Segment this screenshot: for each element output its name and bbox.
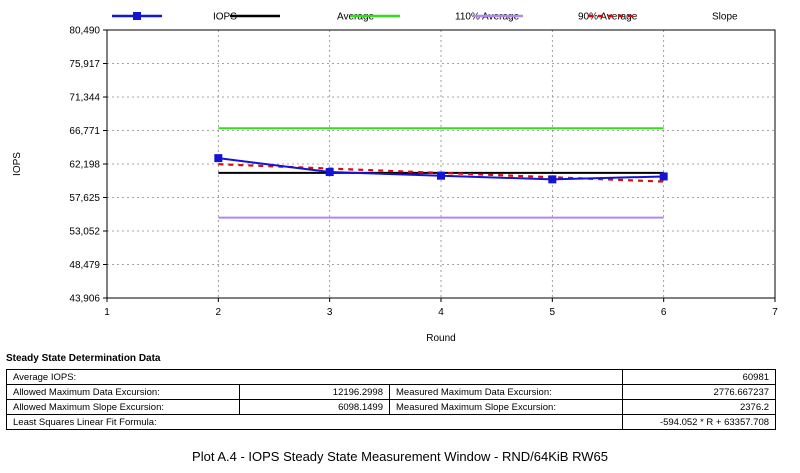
x-tick-label: 6 xyxy=(661,307,667,318)
legend-marker xyxy=(133,12,141,20)
data-point xyxy=(437,171,445,180)
data-point xyxy=(214,154,223,163)
linear-fit-label: Least Squares Linear Fit Formula: xyxy=(5,414,624,430)
allowed-slope-excursion-value: 6098.1499 xyxy=(239,399,390,415)
steady-state-chart: 1 2 3 4 5 6 7 80,490 75,917 71,344 66,771 62,198 57,… xyxy=(12,12,778,345)
data-point xyxy=(548,175,557,184)
steady-state-table: Average IOPS: 60981 Allowed Maximum Data… xyxy=(5,369,777,430)
y-tick-label: 43,906 xyxy=(69,294,100,305)
x-tick-label: 3 xyxy=(327,307,333,318)
measured-data-excursion-label: Measured Maximum Data Excursion: xyxy=(388,384,624,400)
steady-state-title: Steady State Determination Data xyxy=(6,353,161,364)
y-tick-label: 53,052 xyxy=(69,227,100,238)
legend-label: IOPS xyxy=(213,12,237,23)
y-tick-label: 62,198 xyxy=(69,160,100,171)
plot-frame xyxy=(106,29,776,299)
table-row: Allowed Maximum Data Excursion: 12196.29… xyxy=(6,384,777,400)
y-axis-label: IOPS xyxy=(12,152,23,176)
table-row: Average IOPS: 60981 xyxy=(5,369,777,385)
y-tick-label: 57,625 xyxy=(69,193,100,204)
measured-slope-excursion-label: Measured Maximum Slope Excursion: xyxy=(388,399,624,415)
allowed-data-excursion-label: Allowed Maximum Data Excursion: xyxy=(6,384,240,400)
plot-caption: Plot A.4 - IOPS Steady State Measurement… xyxy=(192,449,608,464)
average-iops-label: Average IOPS: xyxy=(5,369,624,385)
allowed-slope-excursion-label: Allowed Maximum Slope Excursion: xyxy=(6,399,240,415)
measured-slope-excursion-value: 2376.2 xyxy=(622,399,777,415)
data-point xyxy=(325,168,334,177)
y-tick-label: 75,917 xyxy=(69,59,100,70)
x-tick-label: 2 xyxy=(216,307,222,318)
table-row: Least Squares Linear Fit Formula: -594.0… xyxy=(5,414,777,430)
x-tick-label: 7 xyxy=(772,307,778,318)
table-row: Allowed Maximum Slope Excursion: 6098.14… xyxy=(6,399,777,415)
average-iops-value: 60981 xyxy=(622,369,777,385)
x-tick-label: 4 xyxy=(438,307,444,318)
data-point xyxy=(659,172,668,181)
legend-label: Slope xyxy=(712,12,738,23)
x-tick-label: 5 xyxy=(550,307,556,318)
measured-data-excursion-value: 2776.667237 xyxy=(622,384,777,400)
y-tick-label: 71,344 xyxy=(69,93,100,104)
y-tick-label: 48,479 xyxy=(69,260,100,271)
x-tick-label: 1 xyxy=(104,307,110,318)
x-axis-label: Round xyxy=(426,333,455,344)
y-tick-label: 66,771 xyxy=(69,126,100,137)
legend-label: 90% Average xyxy=(578,12,638,23)
allowed-data-excursion-value: 12196.2998 xyxy=(239,384,390,400)
linear-fit-value: -594.052 * R + 63357.708 xyxy=(622,414,777,430)
y-tick-label: 80,490 xyxy=(69,26,100,37)
